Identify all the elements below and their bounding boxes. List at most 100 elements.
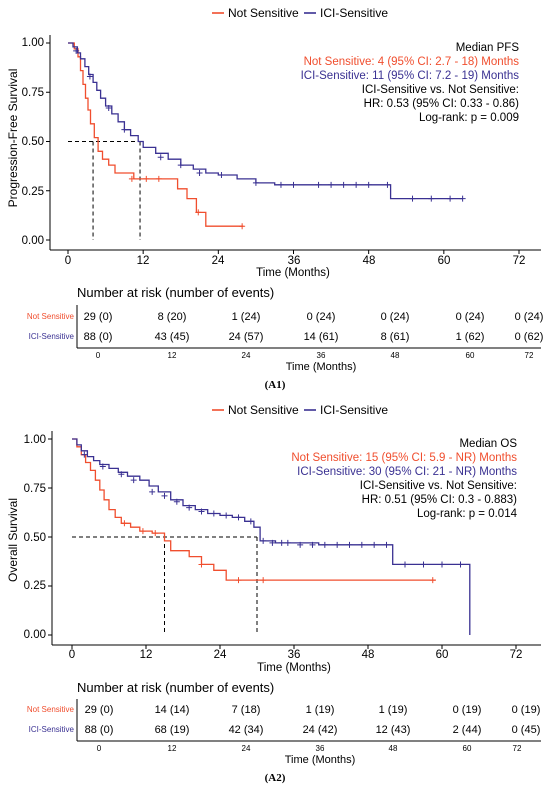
censor-mark xyxy=(383,541,390,548)
panel-label-a1: (A1) xyxy=(265,379,286,391)
legend-label-ici-sensitive: ICI-Sensitive xyxy=(320,403,388,417)
censor-mark xyxy=(290,181,297,188)
x-axis-label-a1: Time (Months) xyxy=(256,267,330,279)
censor-mark xyxy=(428,195,435,202)
annotation-hr: HR: 0.53 (95% CI: 0.33 - 0.86) xyxy=(364,98,519,110)
censor-mark xyxy=(196,170,203,177)
censor-mark xyxy=(149,488,156,495)
risk-cell: 1 (62) xyxy=(456,331,485,343)
risk-cell: 8 (61) xyxy=(381,331,410,343)
risk-cell: 42 (34) xyxy=(229,724,264,736)
x-tick-label: 36 xyxy=(288,649,301,661)
risk-cell: 14 (14) xyxy=(155,704,190,716)
censor-mark xyxy=(247,518,254,525)
panel-a2: Not Sensitive ICI-Sensitive Overall Surv… xyxy=(6,403,541,784)
censor-mark xyxy=(186,504,193,511)
legend-a2: Not Sensitive ICI-Sensitive xyxy=(212,403,388,417)
risk-x-tick: 24 xyxy=(242,351,251,360)
annotation-ici-sensitive: ICI-Sensitive: 11 (95% CI: 7.2 - 19) Mon… xyxy=(301,70,520,82)
censor-mark xyxy=(278,539,285,546)
x-axis-label-a2: Time (Months) xyxy=(257,662,331,674)
censor-mark xyxy=(155,175,162,182)
censor-mark xyxy=(121,520,128,527)
risk-table-x-ticks: 0 12 24 36 48 60 72 xyxy=(96,351,534,360)
x-tick-label: 72 xyxy=(510,649,523,661)
risk-cell: 24 (42) xyxy=(303,724,338,736)
annotation-logrank: Log-rank: p = 0.014 xyxy=(417,508,518,520)
censor-mark xyxy=(173,498,180,505)
risk-x-tick: 12 xyxy=(168,744,177,753)
risk-cell: 2 (44) xyxy=(453,724,482,736)
risk-cell: 1 (19) xyxy=(379,704,408,716)
risk-cell: 88 (0) xyxy=(84,331,113,343)
risk-cell: 43 (45) xyxy=(155,331,190,343)
censor-mark xyxy=(321,541,328,548)
median-annotation-a1: Median PFS Not Sensitive: 4 (95% CI: 2.7… xyxy=(301,42,520,124)
censor-mark xyxy=(340,181,347,188)
risk-table-x-label: Time (Months) xyxy=(285,754,356,766)
panel-label-a2: (A2) xyxy=(265,772,286,784)
censor-mark xyxy=(235,514,242,521)
risk-x-tick: 12 xyxy=(168,351,177,360)
censor-mark xyxy=(121,126,128,133)
annotation-hr: HR: 0.51 (95% CI: 0.3 - 0.883) xyxy=(362,494,517,506)
censor-mark xyxy=(218,171,225,178)
risk-cells-a1: 29 (0) 8 (20) 1 (24) 0 (24) 0 (24) 0 (24… xyxy=(84,311,544,343)
censor-mark xyxy=(384,181,391,188)
risk-cell: 0 (62) xyxy=(515,331,544,343)
risk-cell: 24 (57) xyxy=(229,331,264,343)
annotation-ici-sensitive: ICI-Sensitive: 30 (95% CI: 21 - NR) Mont… xyxy=(297,466,517,478)
risk-table-a2: Number at risk (number of events) Not Se… xyxy=(27,680,541,766)
risk-x-tick: 24 xyxy=(242,744,251,753)
censor-mark xyxy=(198,508,205,515)
annotation-comparison: ICI-Sensitive vs. Not Sensitive: xyxy=(362,84,519,96)
censor-mark xyxy=(105,105,112,112)
censor-mark xyxy=(118,471,125,478)
survival-curve-not-sensitive xyxy=(68,42,244,227)
censor-mark xyxy=(128,175,135,182)
x-tick-label: 0 xyxy=(65,255,71,267)
risk-table-title: Number at risk (number of events) xyxy=(77,680,274,695)
x-ticks-a2: 0 12 24 36 48 60 72 xyxy=(69,649,523,661)
risk-row-label-ici-sensitive: ICI-Sensitive xyxy=(29,332,75,341)
x-ticks-a1: 0 12 24 36 48 60 72 xyxy=(65,255,526,267)
risk-x-tick: 60 xyxy=(466,351,475,360)
censor-mark xyxy=(260,537,267,544)
y-tick-label: 0.00 xyxy=(24,629,46,641)
censor-mark xyxy=(328,181,335,188)
x-tick-label: 12 xyxy=(137,255,150,267)
risk-cell: 68 (19) xyxy=(155,724,190,736)
survival-curves-a1 xyxy=(68,42,466,230)
risk-cell: 88 (0) xyxy=(85,724,114,736)
censor-mark xyxy=(139,528,146,535)
censor-mark xyxy=(277,181,284,188)
censor-mark xyxy=(371,541,378,548)
risk-x-tick: 72 xyxy=(525,351,534,360)
x-tick-label: 24 xyxy=(212,255,225,267)
y-ticks-a2: 1.00 0.75 0.50 0.25 0.00 xyxy=(24,434,46,641)
censor-mark xyxy=(346,541,353,548)
annotation-comparison: ICI-Sensitive vs. Not Sensitive: xyxy=(360,480,517,492)
risk-x-tick: 72 xyxy=(513,744,522,753)
y-tick-label: 0.25 xyxy=(24,580,46,592)
censor-mark xyxy=(130,477,137,484)
y-tick-label: 0.25 xyxy=(22,186,44,198)
censor-mark xyxy=(252,179,259,186)
x-tick-label: 60 xyxy=(436,649,449,661)
censor-mark xyxy=(235,577,242,584)
censor-mark xyxy=(198,561,205,568)
x-tick-label: 72 xyxy=(513,255,526,267)
x-tick-label: 12 xyxy=(140,649,153,661)
y-axis-label-a1: Progression-Free Survival xyxy=(6,69,20,208)
censor-mark xyxy=(420,561,427,568)
y-tick-label: 0.00 xyxy=(22,235,44,247)
censor-mark xyxy=(284,539,291,546)
censor-mark xyxy=(315,181,322,188)
risk-cell: 29 (0) xyxy=(85,704,114,716)
risk-row-label-ici-sensitive: ICI-Sensitive xyxy=(29,725,75,734)
legend-label-ici-sensitive: ICI-Sensitive xyxy=(320,6,388,20)
y-tick-label: 0.50 xyxy=(22,136,44,148)
risk-row-label-not-sensitive: Not Sensitive xyxy=(27,705,75,714)
x-tick-label: 60 xyxy=(438,255,451,267)
censor-mark xyxy=(439,561,445,568)
